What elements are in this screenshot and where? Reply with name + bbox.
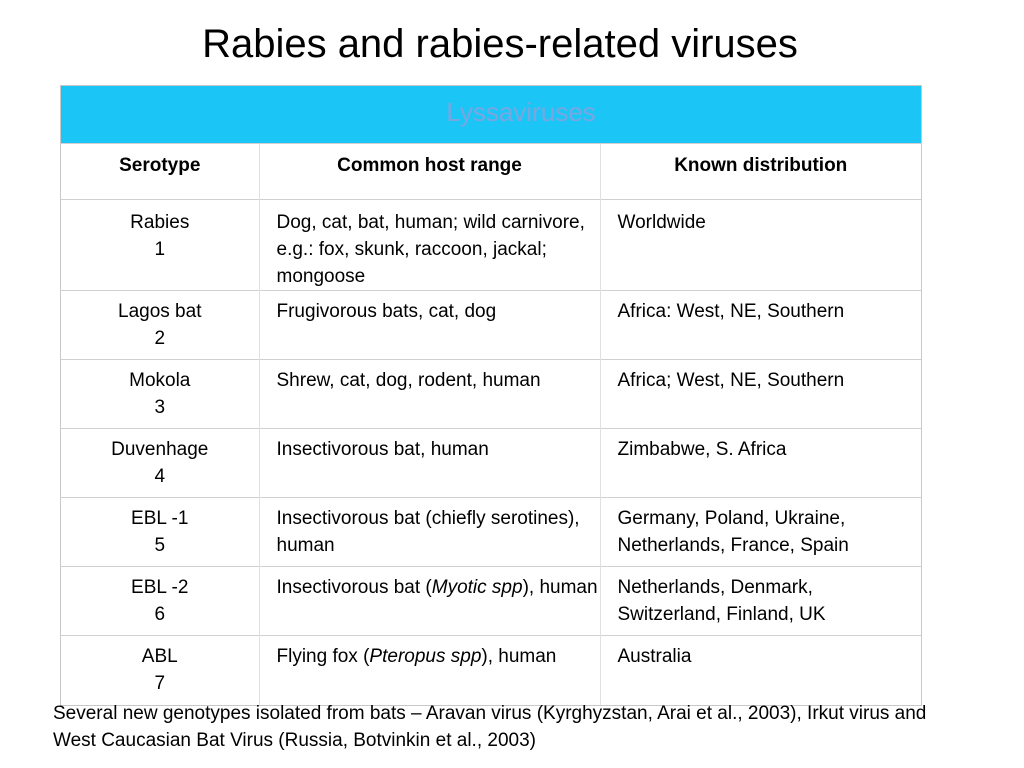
serotype-number: 3: [154, 397, 166, 418]
lyssavirus-table: Lyssaviruses Serotype Common host range …: [60, 85, 922, 706]
host-range-cell: Insectivorous bat, human: [258, 428, 600, 498]
footnote: Several new genotypes isolated from bats…: [53, 703, 927, 751]
serotype-cell: EBL -1 5: [61, 497, 259, 567]
serotype-cell: Mokola 3: [61, 359, 259, 429]
table-banner: Lyssaviruses: [61, 86, 921, 143]
serotype-number: 4: [154, 466, 166, 487]
host-range-text: Insectivorous bat, human: [276, 439, 489, 460]
serotype-cell: ABL 7: [61, 635, 259, 705]
host-range-cell: Frugivorous bats, cat, dog: [258, 290, 600, 360]
serotype-name: EBL -2: [131, 577, 189, 598]
serotype-cell: Rabies 1: [61, 199, 259, 291]
serotype-cell: Lagos bat 2: [61, 290, 259, 360]
table-row: EBL -1 5 Insectivorous bat (chiefly seroti…: [61, 497, 921, 567]
serotype-name: Duvenhage: [111, 439, 209, 460]
header-distribution: Known distribution: [599, 143, 921, 200]
serotype-name: Mokola: [129, 370, 191, 391]
serotype-name: Rabies: [130, 212, 190, 233]
slide-title: Rabies and rabies-related viruses: [202, 22, 798, 66]
host-range-cell: Dog, cat, bat, human; wild carnivore, e.…: [258, 199, 600, 291]
table-row: ABL 7 Flying fox (Pteropus spp), human Aust…: [61, 635, 921, 705]
table-row: Lagos bat 2 Frugivorous bats, cat, dog Afri…: [61, 290, 921, 360]
distribution-cell: Worldwide: [599, 199, 921, 291]
serotype-name: ABL: [141, 646, 178, 667]
host-range-cell: Flying fox (Pteropus spp), human: [258, 635, 600, 705]
table-row: Mokola 3 Shrew, cat, dog, rodent, human Afr…: [61, 359, 921, 429]
header-row: Serotype Common host range Known distrib…: [61, 143, 921, 200]
host-range-text: ), human: [481, 646, 557, 667]
header-host-range: Common host range: [258, 143, 600, 200]
distribution-cell: Zimbabwe, S. Africa: [599, 428, 921, 498]
table-row: EBL -2 6 Insectivorous bat (Myotic spp), h…: [61, 566, 921, 636]
host-range-text: Flying fox (: [276, 646, 370, 667]
header-serotype: Serotype: [61, 143, 259, 200]
serotype-name: Lagos bat: [118, 301, 202, 322]
host-range-text: Insectivorous bat (: [276, 577, 432, 598]
serotype-number: 6: [154, 604, 166, 625]
serotype-cell: EBL -2 6: [61, 566, 259, 636]
table-row: Rabies 1 Dog, cat, bat, human; wild carniv…: [61, 199, 921, 291]
host-range-text: Dog, cat, bat, human; wild carnivore, e.…: [276, 212, 585, 287]
table-body: Rabies 1 Dog, cat, bat, human; wild carniv…: [61, 199, 921, 705]
host-range-cell: Insectivorous bat (Myotic spp), human: [258, 566, 600, 636]
distribution-cell: Africa; West, NE, Southern: [599, 359, 921, 429]
serotype-cell: Duvenhage 4: [61, 428, 259, 498]
host-range-cell: Shrew, cat, dog, rodent, human: [258, 359, 600, 429]
distribution-cell: Africa: West, NE, Southern: [599, 290, 921, 360]
serotype-number: 2: [154, 328, 166, 349]
host-range-text: Frugivorous bats, cat, dog: [276, 301, 497, 322]
host-range-text: ), human: [522, 577, 598, 598]
table-row: Duvenhage 4 Insectivorous bat, human Zimbab…: [61, 428, 921, 498]
host-range-cell: Insectivorous bat (chiefly serotines), h…: [258, 497, 600, 567]
distribution-cell: Australia: [599, 635, 921, 705]
distribution-cell: Netherlands, Denmark, Switzerland, Finla…: [599, 566, 921, 636]
host-range-species: Myotic spp: [431, 577, 523, 598]
serotype-table: Serotype Common host range Known distrib…: [61, 143, 921, 705]
serotype-number: 7: [154, 673, 166, 694]
host-range-species: Pteropus spp: [369, 646, 482, 667]
serotype-number: 5: [154, 535, 166, 556]
distribution-cell: Germany, Poland, Ukraine, Netherlands, F…: [599, 497, 921, 567]
serotype-number: 1: [154, 239, 166, 260]
host-range-text: Shrew, cat, dog, rodent, human: [276, 370, 541, 391]
host-range-text: Insectivorous bat (chiefly serotines), h…: [276, 508, 580, 556]
serotype-name: EBL -1: [131, 508, 189, 529]
